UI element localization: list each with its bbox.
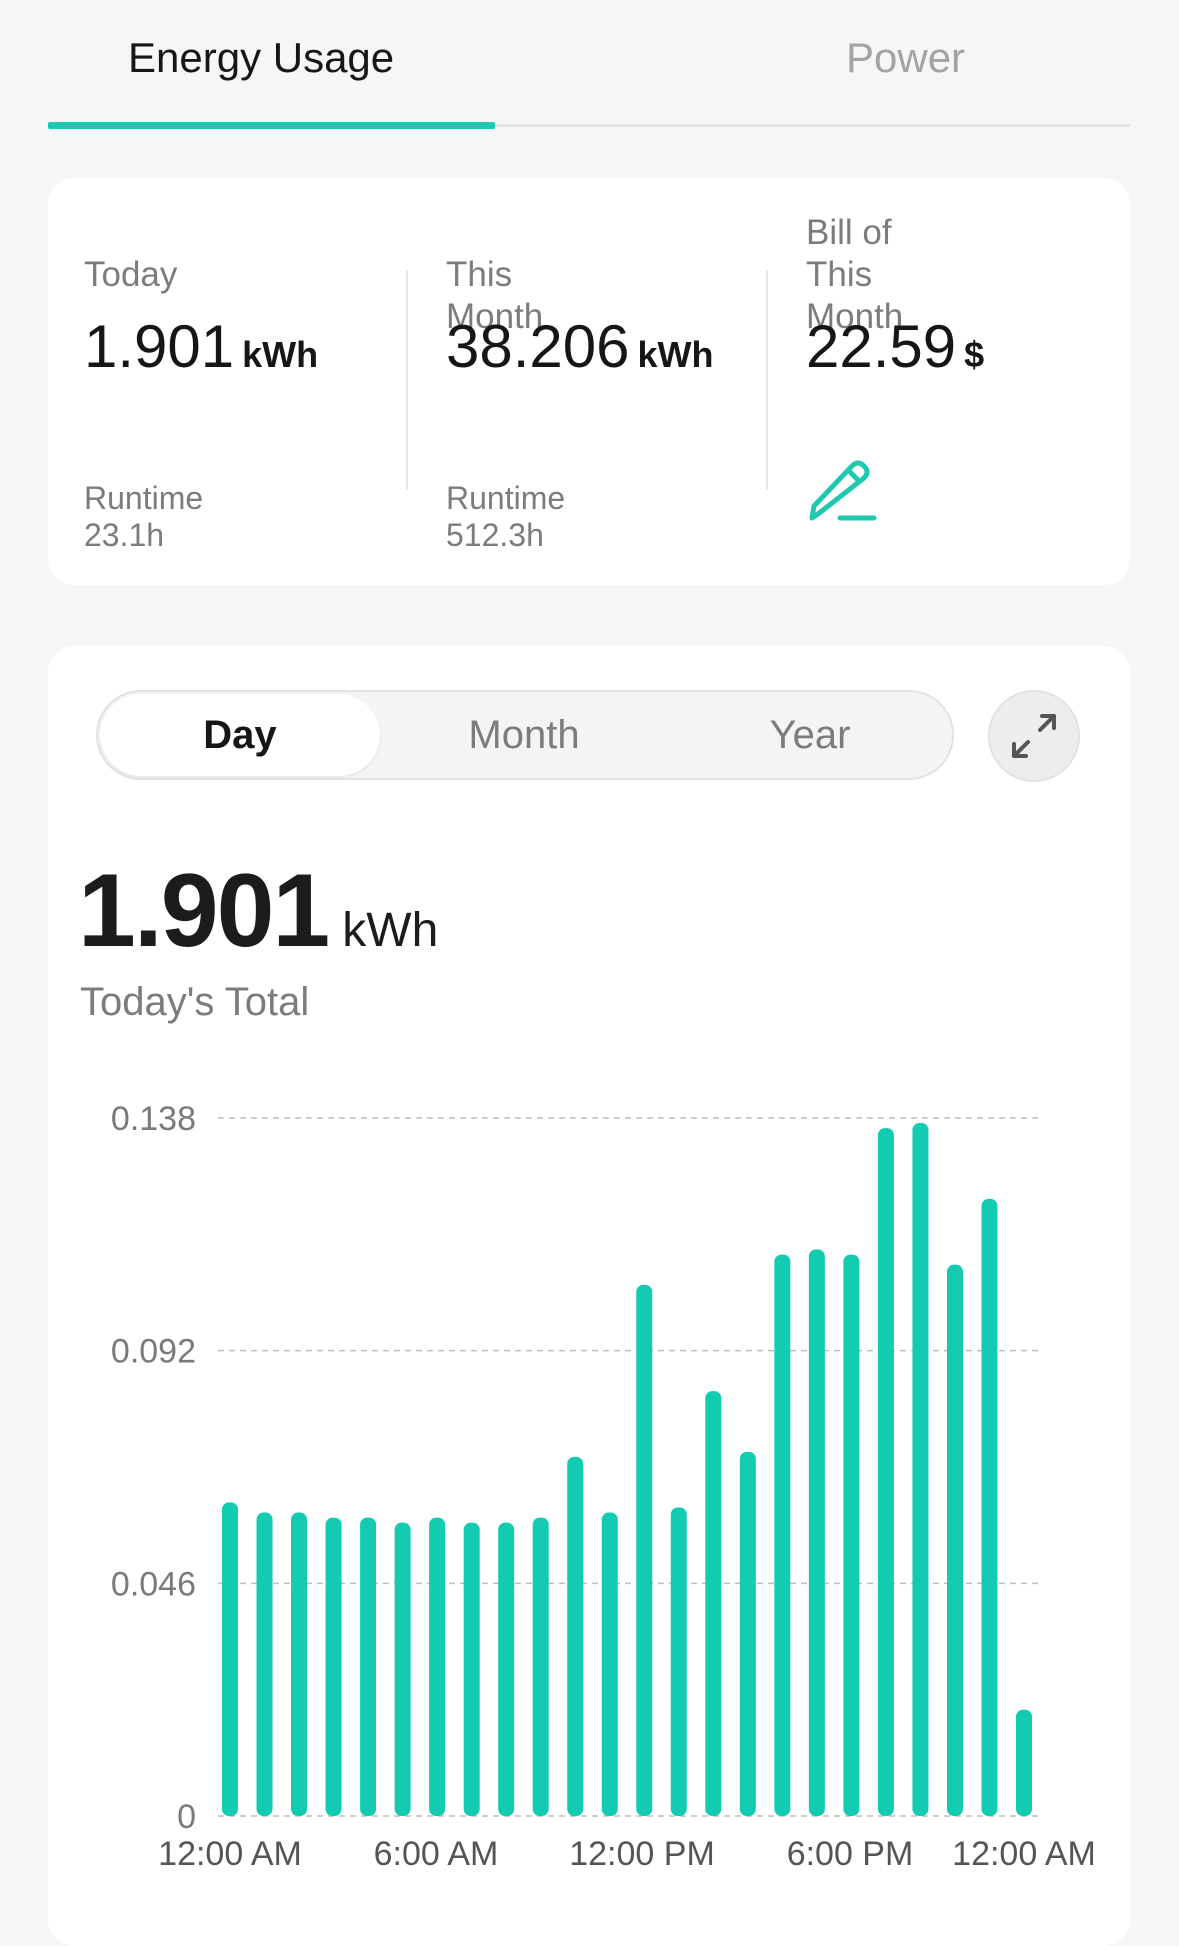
tab-power[interactable]: Power [846, 34, 966, 81]
this-month-label: This Month [446, 255, 544, 336]
chart-card: Day Month Year 1.901 kWh Today's Total 0.… [48, 646, 1130, 1946]
bar [774, 1254, 791, 1816]
today-runtime: Runtime 23.1h [84, 480, 204, 553]
this-month-value: 38.206 kWh [446, 312, 714, 381]
total-value-unit: kWh [342, 904, 439, 957]
today-value-number: 1.901 [84, 313, 235, 380]
bar [532, 1517, 549, 1816]
y-tick-label: 0.046 [111, 1565, 196, 1603]
column-divider [766, 270, 768, 490]
tab-active-indicator [48, 122, 495, 129]
bar [567, 1456, 584, 1816]
expand-chart-button[interactable] [988, 690, 1080, 782]
edit-bill-button[interactable] [804, 448, 878, 528]
x-tick-label: 12:00 PM [569, 1835, 715, 1873]
bar [843, 1254, 860, 1816]
total-caption: Today's Total [80, 980, 310, 1024]
bar [670, 1507, 687, 1816]
y-tick-label: 0 [177, 1798, 196, 1836]
column-divider [406, 270, 408, 490]
x-tick-label: 12:00 AM [952, 1835, 1096, 1873]
tab-track [48, 124, 1130, 127]
bar [705, 1391, 722, 1816]
bar [394, 1522, 411, 1816]
x-tick-label: 6:00 AM [374, 1835, 499, 1873]
bar [429, 1517, 446, 1816]
pencil-edit-icon [809, 460, 877, 521]
bill-value-number: 22.59 [806, 313, 957, 380]
bill-value-unit: $ [964, 334, 985, 375]
bar [739, 1451, 756, 1816]
top-tabs: Energy Usage Power [48, 0, 1130, 130]
this-month-value-unit: kWh [637, 334, 714, 375]
bar [601, 1512, 618, 1816]
this-month-value-number: 38.206 [446, 313, 630, 380]
today-label: Today [84, 255, 178, 294]
tab-energy-usage[interactable]: Energy Usage [128, 34, 395, 81]
range-month-option[interactable]: Month [468, 713, 580, 757]
summary-card: Today 1.901 kWh Runtime 23.1h This Month … [48, 178, 1130, 585]
total-value: 1.901 kWh [78, 852, 438, 971]
range-year-option[interactable]: Year [769, 713, 851, 757]
this-month-runtime: Runtime 512.3h [446, 480, 566, 553]
range-selector: Day Month Year [96, 690, 954, 780]
bar [877, 1128, 894, 1816]
today-value-unit: kWh [242, 334, 319, 375]
x-tick-label: 6:00 PM [787, 1835, 914, 1873]
bill-value: 22.59 $ [806, 312, 984, 381]
bar [946, 1264, 963, 1816]
x-tick-label: 12:00 AM [158, 1835, 302, 1873]
range-selector-active-pill [100, 694, 380, 776]
bar [912, 1123, 929, 1816]
bill-label-line2: Month [806, 297, 904, 336]
bar [360, 1517, 377, 1816]
bar [256, 1512, 273, 1816]
bill-label-line1: Bill of This [806, 213, 892, 294]
bar [291, 1512, 308, 1816]
today-value: 1.901 kWh [84, 312, 318, 381]
bar [222, 1502, 238, 1816]
bill-label: Bill of This Month [806, 212, 903, 338]
range-day-option[interactable]: Day [203, 713, 277, 757]
total-value-number: 1.901 [78, 853, 330, 969]
bar [981, 1198, 998, 1816]
y-tick-label: 0.092 [111, 1333, 196, 1371]
y-tick-label: 0.138 [111, 1100, 196, 1138]
bar [808, 1249, 825, 1816]
bar [498, 1522, 515, 1816]
bar [1016, 1709, 1032, 1816]
expand-icon [1012, 714, 1056, 758]
bar [463, 1522, 480, 1816]
bar [325, 1517, 342, 1816]
bar [636, 1284, 653, 1816]
